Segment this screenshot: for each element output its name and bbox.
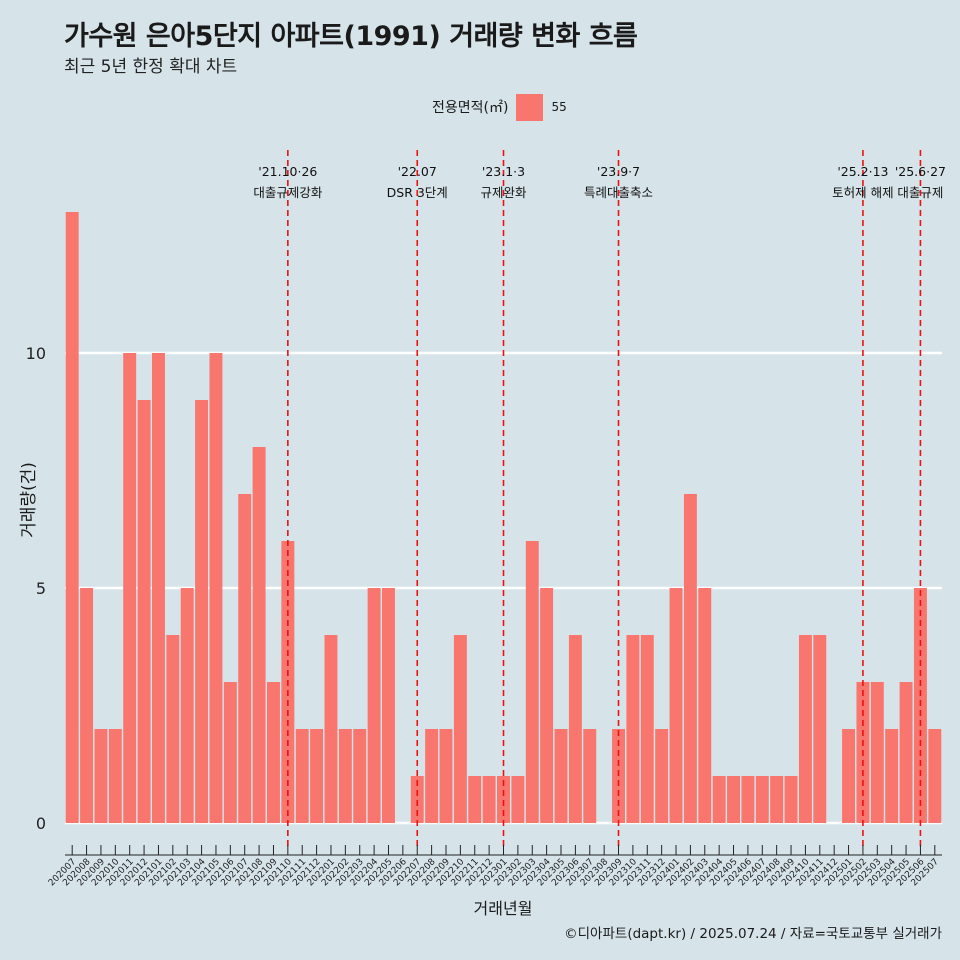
legend-label: 55 — [551, 100, 567, 114]
bar-202204 — [367, 588, 381, 823]
bar-202212 — [482, 776, 496, 823]
event-label: 토허제 해제 — [832, 185, 893, 200]
event-label: 대출규제 — [897, 185, 943, 200]
bar-202504 — [885, 729, 899, 823]
bar-202410 — [798, 635, 812, 823]
bar-202211 — [468, 776, 482, 823]
bar-202107 — [238, 494, 252, 823]
bar-202409 — [784, 776, 798, 823]
bar-202205 — [382, 588, 395, 823]
bar-202301 — [497, 776, 510, 823]
bar-202108 — [252, 447, 266, 823]
event-date: '22.07 — [398, 164, 437, 179]
bar-202112 — [310, 729, 324, 823]
bar-202401 — [669, 588, 683, 823]
source-caption: ©디아파트(dapt.kr) / 2025.07.24 / 자료=국토교통부 실… — [564, 926, 942, 942]
bar-202307 — [583, 729, 597, 823]
bar-202402 — [683, 494, 697, 823]
event-label: 규제완화 — [480, 185, 527, 200]
bar-202111 — [295, 729, 309, 823]
bar-202209 — [439, 729, 453, 823]
event-layer: '21.10·26 대출규제강화 '22.07 DSR 3단계 '23.1·3 규제완화 '… — [253, 150, 946, 850]
bar-202306 — [568, 635, 582, 823]
bar-202007 — [65, 212, 79, 823]
bar-202302 — [511, 776, 525, 823]
bar-202404 — [712, 776, 726, 823]
bar-202109 — [266, 682, 280, 823]
chart-title: 가수원 은아5단지 아파트(1991) 거래량 변화 흐름 — [64, 21, 638, 52]
event-label: 대출규제강화 — [253, 185, 323, 200]
bar-202407 — [755, 776, 769, 823]
bar-202101 — [151, 353, 165, 823]
event-date: '23.9·7 — [597, 164, 640, 179]
bar-202106 — [223, 682, 237, 823]
bar-202202 — [338, 729, 352, 823]
bar-layer — [65, 212, 942, 823]
y-tick-label: 10 — [26, 344, 46, 363]
y-axis-label: 거래량(건) — [19, 462, 39, 538]
bar-202304 — [540, 588, 554, 823]
bar-202408 — [770, 776, 784, 823]
bar-202311 — [640, 635, 654, 823]
bar-202501 — [842, 729, 856, 823]
bar-202104 — [195, 400, 209, 823]
bar-202201 — [324, 635, 338, 823]
bar-202411 — [813, 635, 827, 823]
event-date: '23.1·3 — [482, 164, 525, 179]
bar-202507 — [928, 729, 942, 823]
bar-202406 — [741, 776, 755, 823]
bar-202203 — [353, 729, 367, 823]
bar-202503 — [870, 682, 884, 823]
bar-202011 — [123, 353, 137, 823]
bar-202207 — [410, 776, 424, 823]
bar-202310 — [626, 635, 640, 823]
bar-202303 — [525, 541, 539, 823]
event-label: DSR 3단계 — [387, 185, 448, 200]
event-label: 특례대출축소 — [584, 185, 653, 200]
bar-202008 — [80, 588, 94, 823]
y-tick-label: 0 — [36, 814, 46, 833]
legend: 전용면적(㎡) 55 — [432, 92, 567, 122]
bar-202312 — [655, 729, 669, 823]
event-date: '21.10·26 — [258, 164, 317, 179]
chart-subtitle: 최근 5년 한정 확대 차트 — [64, 57, 238, 77]
bar-202102 — [166, 635, 180, 823]
bar-202305 — [554, 729, 568, 823]
bar-202208 — [425, 729, 439, 823]
bar-202103 — [180, 588, 194, 823]
legend-title: 전용면적(㎡) — [432, 100, 509, 116]
bar-202505 — [899, 682, 913, 823]
bar-202403 — [698, 588, 712, 823]
event-date: '25.2·13 — [837, 164, 888, 179]
bar-202010 — [108, 729, 122, 823]
legend-swatch — [516, 93, 544, 121]
bar-202210 — [453, 635, 467, 823]
bar-202405 — [727, 776, 741, 823]
bar-202012 — [137, 400, 151, 823]
x-axis-label: 거래년월 — [474, 899, 533, 918]
bar-202009 — [94, 729, 108, 823]
event-date: '25.6·27 — [895, 164, 946, 179]
bar-202105 — [209, 353, 223, 823]
y-tick-label: 5 — [36, 579, 46, 598]
